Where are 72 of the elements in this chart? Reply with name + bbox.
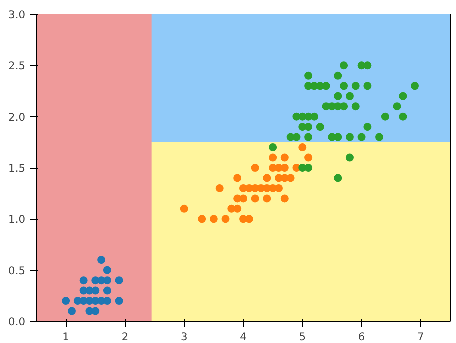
point xyxy=(210,215,218,224)
point xyxy=(346,154,354,162)
point xyxy=(381,112,390,121)
x-tick-label: 3 xyxy=(180,330,188,343)
point xyxy=(240,194,248,203)
point xyxy=(263,194,272,203)
point xyxy=(304,123,313,132)
point xyxy=(115,276,124,285)
point xyxy=(411,82,420,90)
point xyxy=(346,92,354,100)
point xyxy=(334,72,342,80)
point xyxy=(334,133,342,142)
y-tick-label: 1.0 xyxy=(8,213,26,226)
point xyxy=(340,82,348,90)
x-tick-label: 5 xyxy=(299,330,306,343)
y-tick-label: 1.5 xyxy=(8,162,26,175)
x-tick-label: 4 xyxy=(240,330,248,343)
point xyxy=(364,62,372,70)
point xyxy=(263,174,272,182)
x-tick-label: 2 xyxy=(122,330,129,343)
point xyxy=(399,92,408,100)
point xyxy=(292,133,301,142)
point xyxy=(92,307,100,316)
y-tick-label: 3.0 xyxy=(8,8,26,22)
point xyxy=(364,82,372,90)
point xyxy=(399,112,408,121)
point xyxy=(251,164,260,172)
point xyxy=(364,123,372,132)
point xyxy=(103,266,112,274)
point xyxy=(80,276,88,285)
x-tick-label: 1 xyxy=(62,330,70,343)
point xyxy=(304,72,313,80)
point xyxy=(322,82,330,90)
point xyxy=(358,133,366,142)
point xyxy=(280,154,289,162)
point xyxy=(62,297,70,306)
point xyxy=(234,204,242,213)
point xyxy=(115,297,124,306)
x-tick-label: 7 xyxy=(418,330,424,343)
point xyxy=(180,204,188,213)
point xyxy=(92,286,100,295)
point xyxy=(286,174,295,182)
point xyxy=(103,286,112,295)
point xyxy=(304,133,313,142)
y-tick-label: 2.5 xyxy=(8,60,26,73)
point xyxy=(393,102,402,111)
point xyxy=(216,184,224,192)
point xyxy=(352,82,360,90)
point xyxy=(234,174,242,182)
point xyxy=(68,307,76,316)
x-tick-label: 6 xyxy=(358,330,366,343)
point xyxy=(269,144,278,152)
point xyxy=(376,133,384,142)
y-tick-label: 0.0 xyxy=(8,316,26,328)
y-tick-label: 2.0 xyxy=(8,110,26,124)
point xyxy=(198,215,206,224)
point xyxy=(304,154,313,162)
point xyxy=(346,133,354,142)
point xyxy=(222,215,230,224)
point xyxy=(269,154,278,162)
point xyxy=(340,62,348,70)
y-tick-label: 0.5 xyxy=(8,264,26,278)
point xyxy=(251,194,260,203)
point xyxy=(316,123,324,132)
point xyxy=(340,102,348,111)
point xyxy=(298,144,307,152)
point xyxy=(352,102,360,111)
point xyxy=(334,174,342,182)
point xyxy=(304,164,313,172)
point xyxy=(280,194,289,203)
point xyxy=(334,92,342,100)
point xyxy=(98,256,106,264)
